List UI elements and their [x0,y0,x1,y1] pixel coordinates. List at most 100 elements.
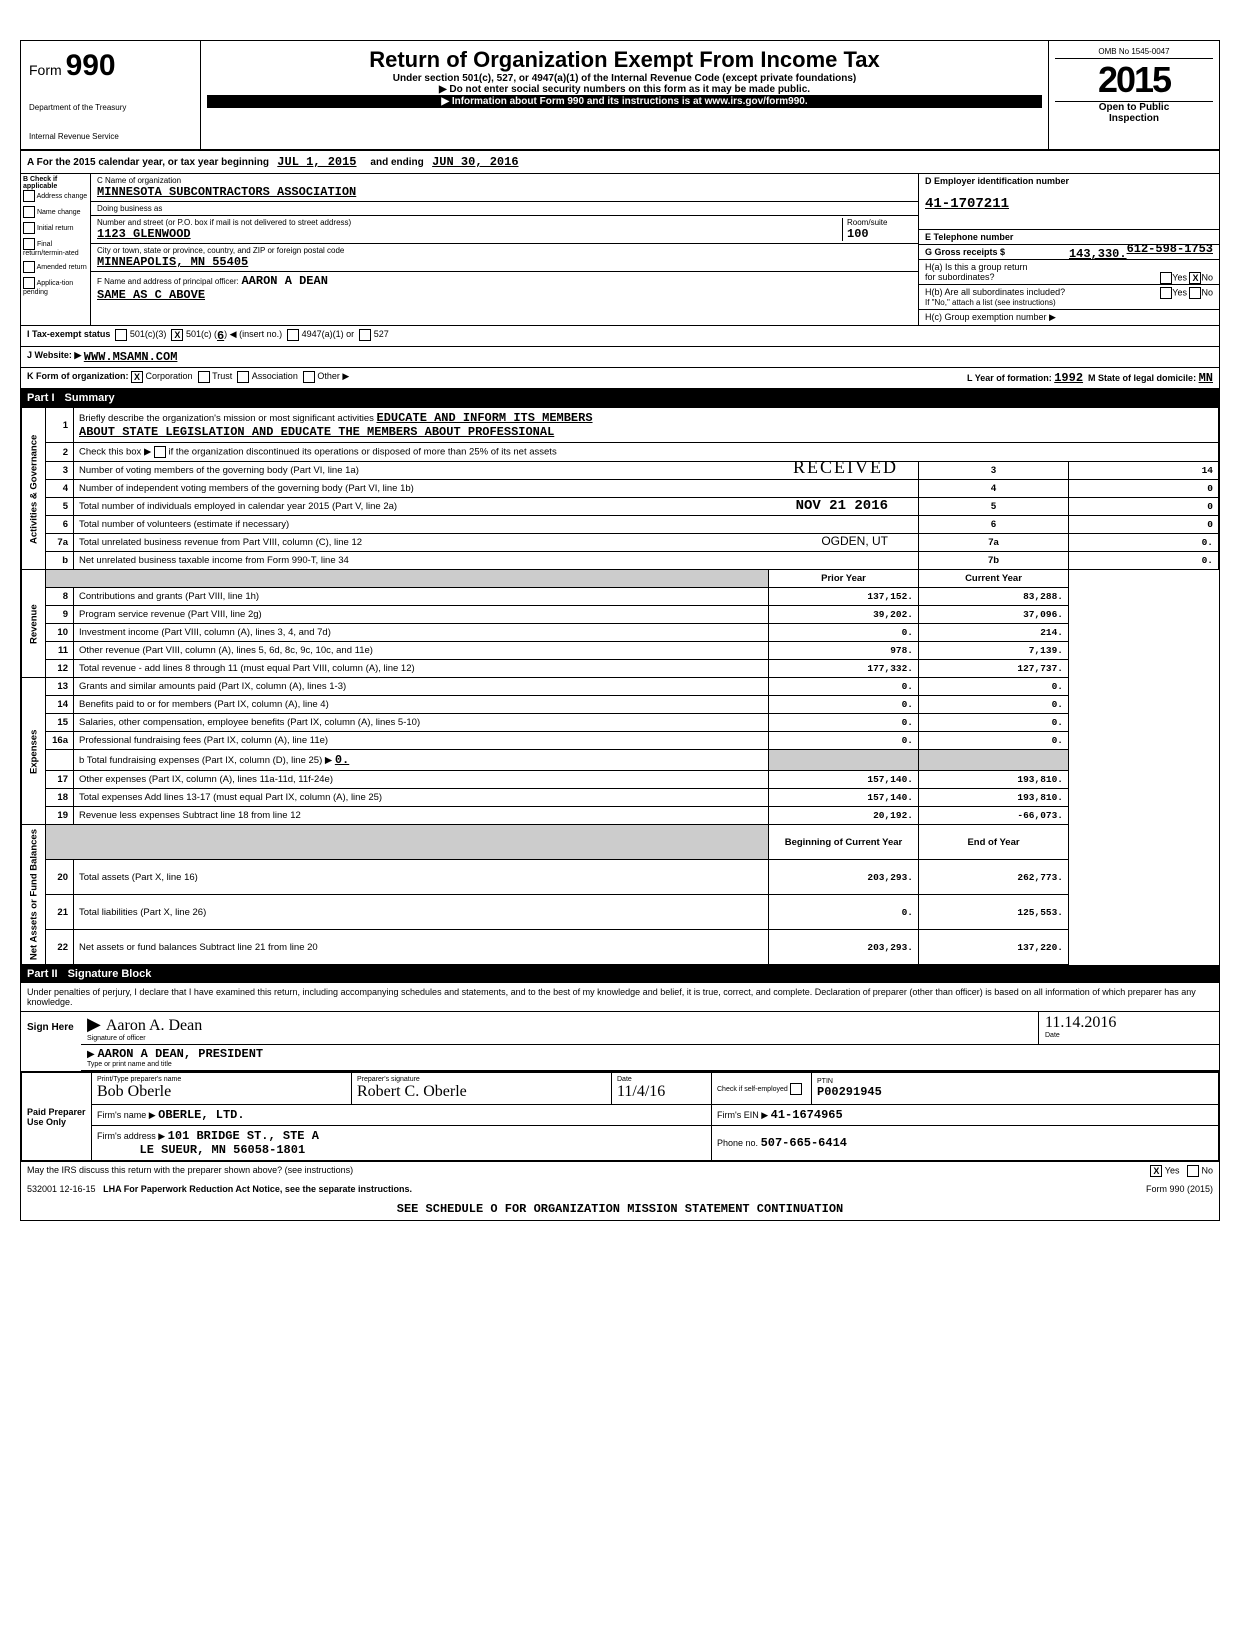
hb-yes[interactable] [1160,287,1172,299]
website-row: J Website: ▶ WWW.MSAMN.COM [21,347,1219,368]
arrow-line-1: ▶ Do not enter social security numbers o… [207,84,1042,95]
check-527[interactable] [359,329,371,341]
ha-no[interactable]: X [1189,272,1201,284]
table-row: 10Investment income (Part VIII, column (… [22,624,1219,642]
table-row: 16aProfessional fundraising fees (Part I… [22,732,1219,750]
l-label: L Year of formation: [967,373,1052,383]
i-label: I Tax-exempt status [27,329,110,343]
officer-address: SAME AS C ABOVE [97,288,912,302]
check-discontinued[interactable] [154,446,166,458]
stamp-ogden: OGDEN, UT [821,534,888,548]
ha-yes[interactable] [1160,272,1172,284]
k-label: K Form of organization: [27,371,129,385]
r7b-val: 0. [1069,552,1219,570]
part-i-header: Part I Summary [21,389,1219,407]
rot-governance: Activities & Governance [22,408,46,570]
r4-val: 0 [1069,480,1219,498]
check-application[interactable] [23,277,35,289]
part-i-label: Part I [27,392,65,404]
discuss-row: May the IRS discuss this return with the… [21,1161,1219,1180]
current-year-head: Current Year [919,570,1069,588]
code: 532001 12-16-15 [27,1184,96,1194]
preparer-table: Paid Preparer Use Only Print/Type prepar… [21,1072,1219,1161]
line-a-begin: JUL 1, 2015 [277,155,356,169]
g-label: G Gross receipts $ [925,247,1005,257]
check-assoc[interactable] [237,371,249,383]
paid-preparer-label: Paid Preparer Use Only [22,1073,92,1161]
firm-ein: 41-1674965 [771,1108,843,1122]
r1-val2: ABOUT STATE LEGISLATION AND EDUCATE THE … [79,425,554,439]
form-990-page: Form 990 Department of the Treasury Inte… [20,40,1220,1221]
discuss-no[interactable] [1187,1165,1199,1177]
b-checkboxes: B Check if applicable Address change Nam… [21,174,91,325]
officer-printed-name: AARON A DEAN, PRESIDENT [97,1047,263,1061]
check-other[interactable] [303,371,315,383]
part-ii-header: Part II Signature Block [21,965,1219,983]
rot-revenue: Revenue [22,570,46,678]
form-number: 990 [66,49,116,82]
sign-here-label: Sign Here [21,1012,81,1071]
state-domicile: MN [1199,371,1213,385]
lha: LHA For Paperwork Reduction Act Notice, … [103,1184,412,1194]
summary-table: Activities & Governance 1 Briefly descri… [21,407,1219,965]
501c-number: 6 [217,329,224,343]
check-4947[interactable] [287,329,299,341]
check-501c[interactable]: X [171,329,183,341]
dept-treasury: Department of the Treasury [29,103,192,112]
c-label: C Name of organization [97,176,912,185]
check-amended[interactable] [23,261,35,273]
name-under-label: Type or print name and title [87,1061,1213,1068]
line-a: A For the 2015 calendar year, or tax yea… [21,151,1219,174]
d-label: D Employer identification number [925,176,1069,186]
telephone: 612-598-1753 [1127,242,1213,256]
r1-val: EDUCATE AND INFORM ITS MEMBERS [377,411,593,425]
check-address[interactable] [23,190,35,202]
check-self-employed[interactable] [790,1083,802,1095]
check-initial[interactable] [23,222,35,234]
date-label: Date [1045,1032,1213,1039]
end-year-head: End of Year [919,825,1069,860]
omb-number: OMB No 1545-0047 [1055,47,1213,59]
ha-label2: for subordinates? [925,272,995,282]
form-footer: Form 990 (2015) [1146,1184,1213,1194]
check-trust[interactable] [198,371,210,383]
form-number-cell: Form 990 Department of the Treasury Inte… [21,41,201,149]
table-row: 12Total revenue - add lines 8 through 11… [22,660,1219,678]
year-cell: OMB No 1545-0047 2015 Open to Public Ins… [1049,41,1219,149]
firm-name: OBERLE, LTD. [158,1108,244,1122]
sig-officer-label: Signature of officer [87,1035,1032,1042]
table-row: 14Benefits paid to or for members (Part … [22,696,1219,714]
discuss-yes[interactable]: X [1150,1165,1162,1177]
table-row: b Total fundraising expenses (Part IX, c… [22,750,1219,771]
check-final[interactable] [23,238,35,250]
discuss-label: May the IRS discuss this return with the… [27,1165,353,1177]
check-501c3[interactable] [115,329,127,341]
table-row: 15Salaries, other compensation, employee… [22,714,1219,732]
begin-year-head: Beginning of Current Year [769,825,919,860]
ha-label: H(a) Is this a group return [925,262,1028,272]
firm-phone: 507-665-6414 [761,1136,847,1150]
check-name[interactable] [23,206,35,218]
j-label: J Website: ▶ [27,350,81,364]
ptin: P00291945 [817,1085,1213,1099]
dept-irs: Internal Revenue Service [29,132,192,141]
check-corp[interactable]: X [131,371,143,383]
sign-date: 11.14.2016 [1045,1014,1213,1032]
part-i-title: Summary [65,392,115,404]
table-row: 11Other revenue (Part VIII, column (A), … [22,642,1219,660]
part-ii-label: Part II [27,968,68,980]
f-label: F Name and address of principal officer: [97,277,239,286]
hb-no[interactable] [1189,287,1201,299]
table-row: 21Total liabilities (Part X, line 26)0.1… [22,895,1219,930]
inspection: Inspection [1055,113,1213,124]
received-stamp: RECEIVED [793,457,898,478]
table-row: 22Net assets or fund balances Subtract l… [22,930,1219,965]
b-label: B Check if applicable [23,176,57,190]
city-state-zip: MINNEAPOLIS, MN 55405 [97,255,912,269]
table-row: 19Revenue less expenses Subtract line 18… [22,807,1219,825]
b-right: D Employer identification number 41-1707… [919,174,1219,325]
line-a-end: JUN 30, 2016 [432,155,518,169]
preparer-date: 11/4/16 [617,1083,706,1101]
rot-balances: Net Assets or Fund Balances [22,825,46,965]
r16b-val: 0. [335,753,349,767]
